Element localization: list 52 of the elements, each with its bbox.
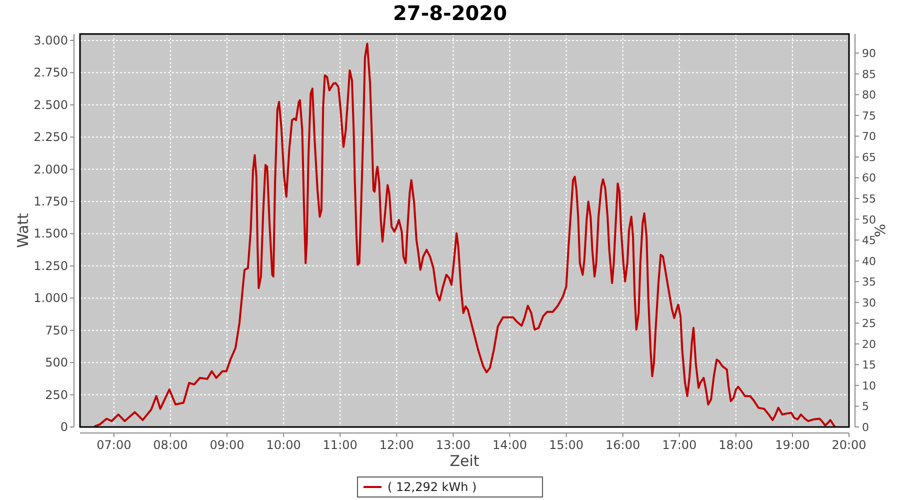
x-tick-label: 14:00 xyxy=(492,438,528,452)
y-tick-label: 0 xyxy=(60,420,68,434)
x-tick-label: 07:00 xyxy=(96,438,132,452)
y2-tick-label: 35 xyxy=(862,276,876,289)
x-tick-label: 17:00 xyxy=(662,438,697,452)
y-tick-label: 2.500 xyxy=(34,98,68,112)
y2-tick-label: 55 xyxy=(862,192,876,206)
y2-tick-label: 10 xyxy=(862,379,876,392)
y2-tick-label: 80 xyxy=(862,88,876,102)
x-tick-label: 19:00 xyxy=(775,438,810,452)
y2-tick-label: 40 xyxy=(862,254,876,268)
x-tick-label: 12:00 xyxy=(379,438,414,452)
y2-tick-label: 90 xyxy=(862,47,876,60)
y2-tick-label: 75 xyxy=(862,109,876,122)
x-tick-label: 09:00 xyxy=(210,438,244,452)
y2-tick-label: 25 xyxy=(862,317,876,330)
y2-tick-label: 0 xyxy=(862,421,869,434)
y-axis-title: Watt xyxy=(14,212,32,248)
y2-tick-label: 15 xyxy=(862,358,876,372)
x-tick-label: 15:00 xyxy=(548,438,584,452)
y-tick-label: 500 xyxy=(45,356,68,370)
x-tick-label: 16:00 xyxy=(606,438,640,452)
y2-tick-label: 45 xyxy=(862,234,876,248)
x-tick-label: 13:00 xyxy=(436,438,470,452)
y-tick-label: 750 xyxy=(45,323,68,338)
y-tick-label: 250 xyxy=(45,388,68,402)
y2-axis-title: % xyxy=(873,224,889,238)
y2-tick-label: 60 xyxy=(862,172,876,185)
x-axis-title: Zeit xyxy=(450,452,480,470)
y-tick-label: 2.000 xyxy=(34,162,68,176)
y2-tick-label: 70 xyxy=(862,130,876,144)
y2-tick-label: 85 xyxy=(862,68,876,81)
y-tick-label: 1.750 xyxy=(34,194,68,209)
x-tick-label: 20:00 xyxy=(832,438,866,452)
chart-title: 27-8-2020 xyxy=(392,1,508,25)
y-tick-label: 1.000 xyxy=(34,291,68,306)
y-tick-label: 1.250 xyxy=(34,258,68,273)
y2-tick-label: 50 xyxy=(862,213,876,226)
y-tick-label: 1.500 xyxy=(34,226,68,241)
y-tick-label: 2.250 xyxy=(34,130,68,144)
x-tick-label: 10:00 xyxy=(266,438,301,452)
x-tick-label: 18:00 xyxy=(718,438,754,452)
y2-tick-label: 65 xyxy=(862,150,876,164)
y-tick-label: 2.750 xyxy=(34,66,68,80)
y2-tick-label: 20 xyxy=(862,338,876,351)
x-tick-label: 08:00 xyxy=(153,438,188,452)
x-tick-label: 11:00 xyxy=(322,438,358,452)
y2-tick-label: 5 xyxy=(862,400,869,414)
y-tick-label: 3.000 xyxy=(34,33,68,48)
y2-tick-label: 30 xyxy=(862,296,876,310)
line-series xyxy=(94,42,836,427)
legend-label: ( 12,292 kWh ) xyxy=(388,480,477,494)
